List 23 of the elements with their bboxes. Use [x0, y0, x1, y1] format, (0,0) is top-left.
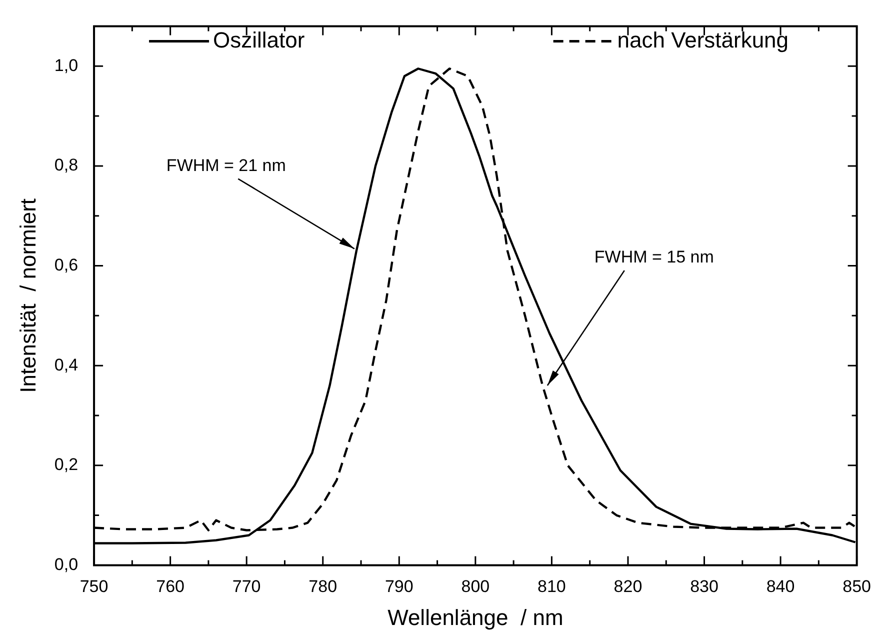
- x-tick-label: 800: [461, 577, 490, 596]
- x-tick-label: 810: [538, 577, 566, 596]
- y-tick-label: 0,4: [54, 355, 78, 374]
- x-tick-label: 780: [308, 577, 338, 596]
- annotation: FWHM = 15 nm: [594, 248, 714, 267]
- y-axis-title: Intensität / normiert: [15, 198, 40, 393]
- x-tick-label: 840: [766, 577, 795, 596]
- x-tick-label: 790: [384, 577, 414, 596]
- legend-label: Oszillator: [213, 27, 305, 52]
- y-tick-label: 0,2: [54, 455, 78, 474]
- x-tick-label: 750: [80, 577, 108, 596]
- y-tick-label: 0,6: [54, 255, 78, 274]
- y-tick-label: 1,0: [54, 56, 78, 75]
- x-tick-label: 820: [614, 577, 642, 596]
- legend-label: nach Verstärkung: [617, 27, 789, 52]
- x-tick-label: 760: [156, 577, 184, 596]
- x-tick-label: 850: [842, 577, 872, 596]
- x-axis-title: Wellenlänge / nm: [388, 604, 564, 630]
- y-tick-label: 0,0: [54, 554, 78, 574]
- x-tick-label: 830: [690, 577, 718, 596]
- y-tick-label: 0,8: [54, 156, 78, 175]
- x-tick-label: 770: [232, 577, 261, 596]
- annotation: FWHM = 21 nm: [166, 156, 286, 175]
